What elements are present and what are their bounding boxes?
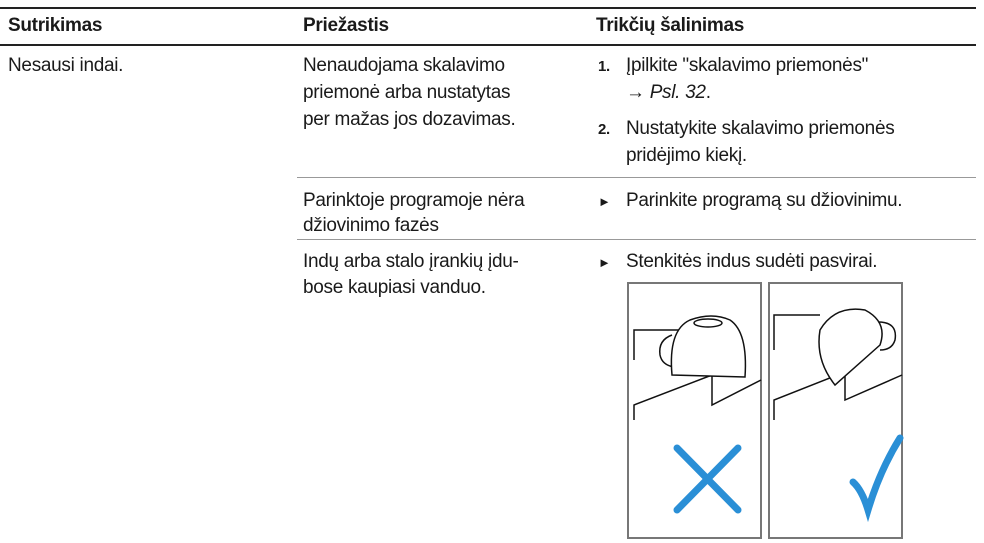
rule xyxy=(297,239,976,240)
cause: Nenaudojama skalavimo xyxy=(303,55,505,76)
step-link: → Psl. 32. xyxy=(626,82,711,104)
cause: bose kaupiasi vanduo. xyxy=(303,277,486,298)
column-header: Sutrikimas xyxy=(8,15,103,36)
frames xyxy=(627,282,903,539)
arrow: → xyxy=(626,82,645,103)
rule xyxy=(297,177,976,178)
step-number: 2. xyxy=(598,121,610,138)
icons xyxy=(673,434,904,523)
remedy: Stenkitės indus sudėti pasvirai. xyxy=(626,251,878,272)
cause: Parinktoje programoje nėra xyxy=(303,190,525,211)
column-header: Trikčių šalinimas xyxy=(596,15,745,36)
cause: per mažas jos dozavimas. xyxy=(303,109,516,130)
step-text: Įpilkite "skalavimo priemonės" xyxy=(626,55,869,76)
wrong-drawing xyxy=(633,315,762,420)
period: . xyxy=(705,82,711,103)
cause: džiovinimo fazės xyxy=(303,215,439,236)
step-number: 1. xyxy=(598,58,610,75)
right-drawing xyxy=(773,308,903,420)
rule xyxy=(0,44,976,46)
bullet: ► xyxy=(598,255,611,270)
rule xyxy=(0,7,976,9)
cause: priemonė arba nustatytas xyxy=(303,82,511,103)
bullet: ► xyxy=(598,194,611,209)
column-header: Priežastis xyxy=(303,15,389,36)
problem: Nesausi indai. xyxy=(8,55,124,76)
cause: Indų arba stalo įrankių įdu- xyxy=(303,251,519,272)
link[interactable]: Psl. 32 xyxy=(649,82,706,103)
step-text: Nustatykite skalavimo priemonės xyxy=(626,118,895,139)
remedy: Parinkite programą su džiovinimu. xyxy=(626,190,903,211)
step-text: pridėjimo kiekį. xyxy=(626,145,747,166)
